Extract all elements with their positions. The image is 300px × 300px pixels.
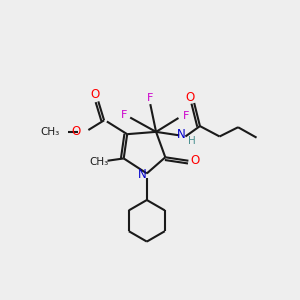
Text: O: O xyxy=(90,88,100,101)
Text: F: F xyxy=(147,93,153,103)
Text: O: O xyxy=(190,154,200,167)
Text: O: O xyxy=(185,92,194,104)
Text: F: F xyxy=(183,111,189,121)
Text: N: N xyxy=(177,128,186,141)
Text: F: F xyxy=(121,110,127,119)
Text: O: O xyxy=(71,125,80,138)
Text: CH₃: CH₃ xyxy=(40,127,59,137)
Text: N: N xyxy=(138,168,147,181)
Text: H: H xyxy=(188,136,196,146)
Text: CH₃: CH₃ xyxy=(90,157,109,167)
